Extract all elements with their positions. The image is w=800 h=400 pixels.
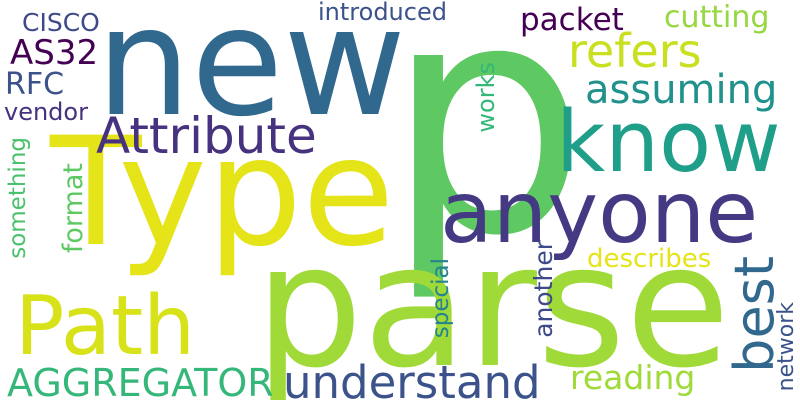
word-aggregator: AGGREGATOR [7,361,274,400]
word-understand: understand [283,356,541,400]
word-attribute: Attribute [96,107,317,165]
word-assuming: assuming [585,67,778,113]
word-packet: packet [520,2,624,38]
word-refers: refers [568,24,702,78]
word-know: know [556,93,781,192]
word-introduced: introduced [318,0,447,26]
word-another: another [529,240,558,338]
word-rfc: RFC [5,67,65,102]
word-cisco: CISCO [22,8,100,37]
word-works: works [472,62,500,133]
word-reading: reading [570,358,696,397]
word-network: network [774,302,799,392]
word-format: format [58,163,89,254]
word-something: something [5,137,31,259]
word-parse: parse [255,208,731,400]
word-as32: AS32 [10,33,99,73]
word-cutting: cutting [664,0,770,35]
word-path: Path [15,279,196,374]
word-new: new [96,0,407,150]
word-vendor: vendor [4,98,88,126]
word-type: Type [50,106,395,280]
word-anyone: anyone [440,163,759,263]
word-p: p [385,0,589,306]
word-describes: describes [587,244,712,274]
word-special: special [428,258,454,339]
